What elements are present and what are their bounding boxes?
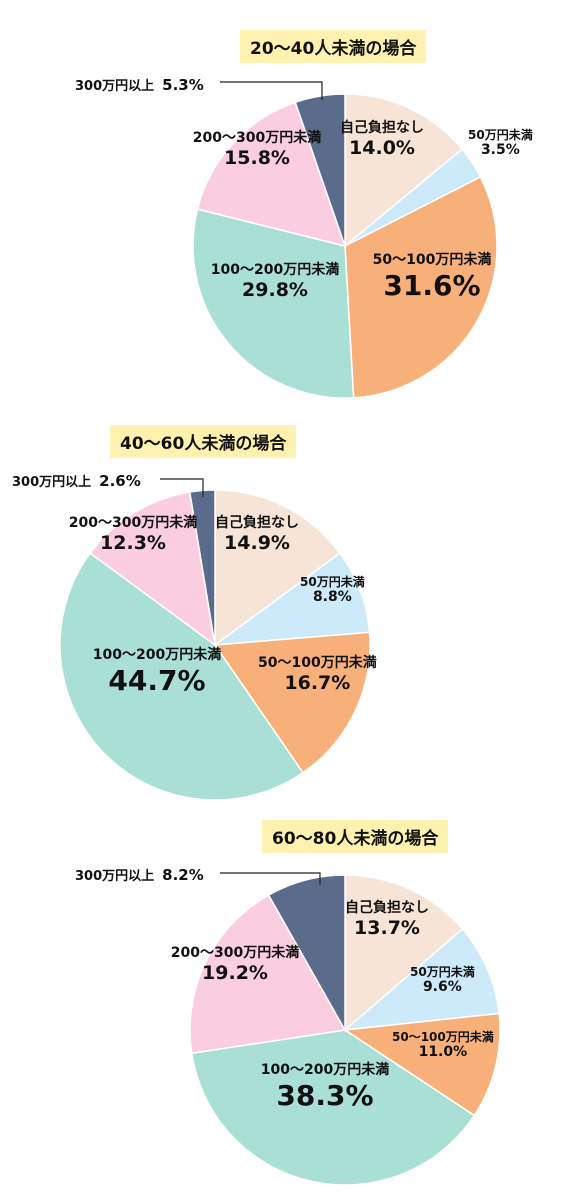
chart-title: 40～60人未満の場合 [110,425,297,458]
pie-slice-50-to-100 [213,631,371,774]
pie-svg-1 [192,81,498,399]
pie-chart-40-60: 40～60人未満の場合 自己負担なし 14.9% 50万円未満 8.8% 50～10… [0,405,569,805]
slice-label-200-300: 200～300万円未満 15.8% [192,130,322,169]
pie-slice-over-300 [188,489,216,646]
pie-slice-over-300 [294,93,346,247]
leader-line [220,81,323,100]
slice-label-200-300: 200～300万円未満 19.2% [170,945,300,984]
slice-label-50-100: 50～100万円未満 31.6% [372,252,492,302]
chart-title: 60～80人未満の場合 [262,820,449,853]
pie-slice-over-300 [267,874,346,1033]
slice-label-200-300: 200～300万円未満 12.3% [68,515,198,554]
pie-slice-self-pay-none [214,489,341,647]
slice-label-under-50: 50万円未満 3.5% [468,128,533,159]
pie-slice-self-pay-none [344,93,464,248]
slice-label-over-300: 300万円以上 5.3% [75,76,204,94]
pie-svg-3 [189,872,501,1186]
slice-label-50-100: 50～100万円未満 16.7% [258,655,377,694]
pie-slice-200-to-300 [189,894,347,1055]
pie-slice-50-to-100 [344,175,498,399]
slice-label-under-50: 50万円未満 9.6% [410,965,475,996]
pie-slice-200-to-300 [89,491,217,647]
slice-label-self-pay-none: 自己負担なし 13.7% [345,900,429,939]
slice-label-100-200: 100～200万円未満 44.7% [92,647,222,697]
pie-slice-50-to-100 [342,1012,501,1117]
pie-slice-100-to-200 [59,552,304,801]
slice-label-50-100: 50～100万円未満 11.0% [392,1030,494,1061]
slice-label-100-200: 100～200万円未満 38.3% [260,1062,390,1112]
pie-slice-100-to-200 [190,1029,476,1186]
pie-slice-under-50 [342,927,500,1032]
pie-chart-60-80: 60～80人未満の場合 自己負担なし 13.7% 50万円未満 9.6% 50～10… [0,800,569,1200]
leader-line [160,478,204,497]
slice-label-self-pay-none: 自己負担なし 14.9% [215,515,299,554]
slice-label-over-300: 300万円以上 8.2% [75,866,204,884]
pie-slice-self-pay-none [344,874,464,1032]
pie-slice-100-to-200 [192,208,355,399]
pie-slice-200-to-300 [196,101,347,248]
slice-label-100-200: 100～200万円未満 29.8% [210,262,340,301]
pie-svg-2 [59,478,371,801]
pie-slice-under-50 [212,552,371,646]
slice-label-under-50: 50万円未満 8.8% [300,575,365,606]
pie-chart-20-40: 20～40人未満の場合 自己負担なし 14.0% 50万円未満 3.5% 50～10… [0,0,569,400]
slice-label-over-300: 300万円以上 2.6% [12,472,141,490]
leader-line [220,872,321,885]
chart-title: 20～40人未満の場合 [240,30,427,63]
slice-label-self-pay-none: 自己負担なし 14.0% [340,120,424,159]
